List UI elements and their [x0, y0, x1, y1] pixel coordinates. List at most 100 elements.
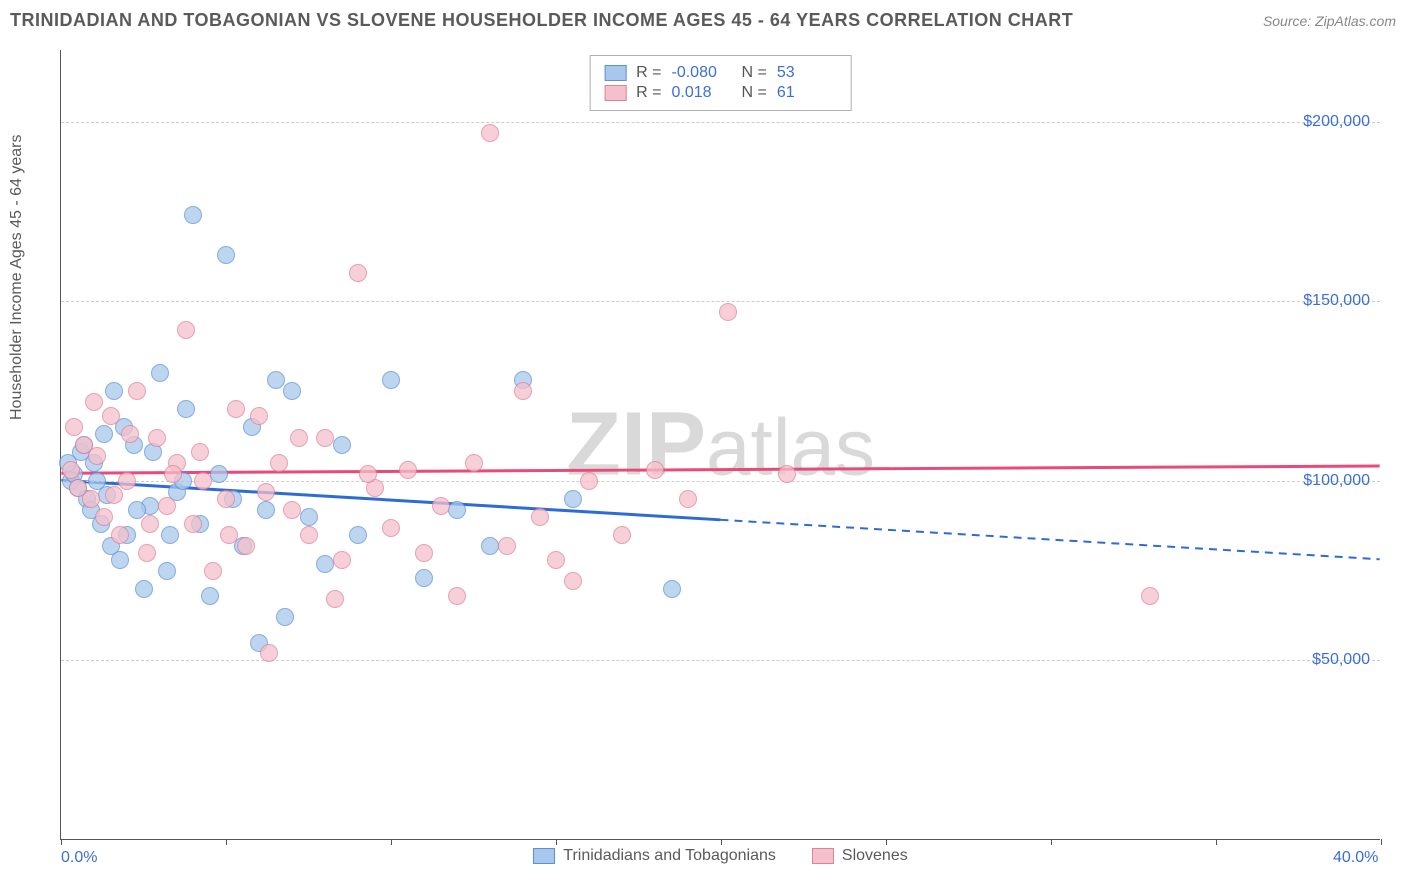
- data-point: [177, 321, 195, 339]
- y-gridline: [61, 301, 1380, 302]
- legend-n-value: 53: [777, 64, 837, 82]
- data-point: [204, 562, 222, 580]
- correlation-legend: R =-0.080N =53R =0.018N =61: [589, 55, 852, 111]
- y-axis-label: Householder Income Ages 45 - 64 years: [8, 135, 26, 421]
- data-point: [237, 537, 255, 555]
- data-point: [382, 519, 400, 537]
- legend-row: R =0.018N =61: [604, 84, 837, 102]
- x-tick: [886, 839, 887, 845]
- data-point: [217, 246, 235, 264]
- x-tick: [556, 839, 557, 845]
- data-point: [514, 382, 532, 400]
- legend-swatch: [533, 848, 555, 864]
- legend-r-value: -0.080: [672, 64, 732, 82]
- data-point: [679, 490, 697, 508]
- data-point: [276, 608, 294, 626]
- data-point: [191, 443, 209, 461]
- x-tick: [721, 839, 722, 845]
- x-tick: [1051, 839, 1052, 845]
- legend-n-key: N =: [742, 64, 767, 82]
- data-point: [481, 537, 499, 555]
- legend-r-key: R =: [636, 64, 661, 82]
- y-tick-label: $100,000: [1303, 472, 1370, 490]
- data-point: [128, 382, 146, 400]
- y-tick-label: $150,000: [1303, 292, 1370, 310]
- data-point: [359, 465, 377, 483]
- data-point: [118, 472, 136, 490]
- data-point: [498, 537, 516, 555]
- data-point: [85, 393, 103, 411]
- data-point: [184, 206, 202, 224]
- data-point: [646, 461, 664, 479]
- trend-lines-layer: [61, 50, 1380, 839]
- data-point: [217, 490, 235, 508]
- data-point: [316, 555, 334, 573]
- data-point: [121, 425, 139, 443]
- legend-n-key: N =: [742, 84, 767, 102]
- legend-swatch: [604, 65, 626, 81]
- data-point: [349, 526, 367, 544]
- x-tick: [391, 839, 392, 845]
- data-point: [82, 490, 100, 508]
- data-point: [257, 501, 275, 519]
- x-tick: [1216, 839, 1217, 845]
- data-point: [580, 472, 598, 490]
- data-point: [300, 508, 318, 526]
- data-point: [333, 551, 351, 569]
- data-point: [432, 497, 450, 515]
- data-point: [349, 264, 367, 282]
- source-label: Source: ZipAtlas.com: [1263, 13, 1396, 29]
- data-point: [267, 371, 285, 389]
- data-point: [128, 501, 146, 519]
- data-point: [326, 590, 344, 608]
- legend-r-value: 0.018: [672, 84, 732, 102]
- data-point: [531, 508, 549, 526]
- data-point: [719, 303, 737, 321]
- data-point: [778, 465, 796, 483]
- data-point: [194, 472, 212, 490]
- data-point: [111, 551, 129, 569]
- data-point: [564, 490, 582, 508]
- data-point: [465, 454, 483, 472]
- y-gridline: [61, 122, 1380, 123]
- data-point: [290, 429, 308, 447]
- data-point: [227, 400, 245, 418]
- data-point: [201, 587, 219, 605]
- data-point: [257, 483, 275, 501]
- x-tick-label: 0.0%: [61, 849, 97, 867]
- data-point: [141, 515, 159, 533]
- data-point: [448, 501, 466, 519]
- data-point: [399, 461, 417, 479]
- data-point: [111, 526, 129, 544]
- data-point: [382, 371, 400, 389]
- legend-swatch: [812, 848, 834, 864]
- data-point: [283, 382, 301, 400]
- data-point: [260, 644, 278, 662]
- data-point: [663, 580, 681, 598]
- data-point: [177, 400, 195, 418]
- data-point: [1141, 587, 1159, 605]
- chart-plot-area: ZIPatlas R =-0.080N =53R =0.018N =61 Tri…: [60, 50, 1380, 840]
- data-point: [158, 562, 176, 580]
- y-tick-label: $200,000: [1303, 113, 1370, 131]
- data-point: [164, 465, 182, 483]
- data-point: [148, 429, 166, 447]
- data-point: [448, 587, 466, 605]
- chart-title: TRINIDADIAN AND TOBAGONIAN VS SLOVENE HO…: [10, 10, 1073, 31]
- y-gridline: [61, 481, 1380, 482]
- data-point: [135, 580, 153, 598]
- legend-r-key: R =: [636, 84, 661, 102]
- data-point: [184, 515, 202, 533]
- legend-swatch: [604, 85, 626, 101]
- data-point: [105, 486, 123, 504]
- data-point: [547, 551, 565, 569]
- data-point: [65, 418, 83, 436]
- data-point: [333, 436, 351, 454]
- data-point: [270, 454, 288, 472]
- legend-item: Trinidadians and Tobagonians: [533, 847, 776, 865]
- legend-item: Slovenes: [812, 847, 908, 865]
- data-point: [158, 497, 176, 515]
- x-tick: [61, 839, 62, 845]
- data-point: [481, 124, 499, 142]
- data-point: [161, 526, 179, 544]
